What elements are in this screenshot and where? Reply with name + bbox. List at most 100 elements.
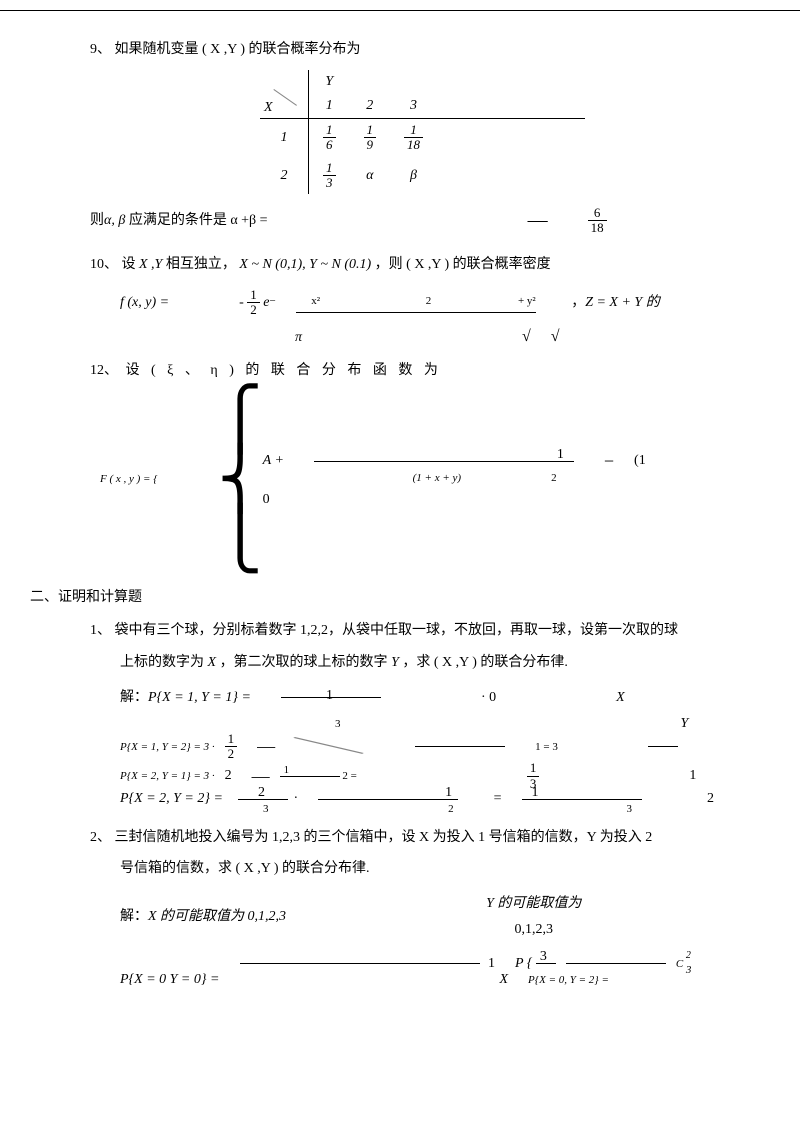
p2-ylabel: Y 的可能取值为 <box>486 891 581 916</box>
p2-xvals: X 的可能取值为 0,1,2,3 <box>148 904 286 929</box>
q10-t2: 相互独立， <box>166 257 236 272</box>
q9-r2: 2 <box>260 157 309 195</box>
p2-sol: 解： <box>120 904 148 929</box>
q9-rowhead: X <box>264 100 273 116</box>
q12-A: A + <box>263 453 284 469</box>
q9-r1c1: 16 <box>323 123 336 153</box>
p2-Pbr: P { <box>515 956 532 972</box>
q12-text: 设 ( ξ 、 η ) 的 联 合 分 布 函 数 为 <box>126 363 442 378</box>
p1-dash1: — <box>257 736 275 757</box>
q12-number: 12、 <box>90 363 118 378</box>
q10-t3: ，则 ( X ,Y ) 的联合概率密度 <box>375 257 551 272</box>
diag-icon-2 <box>295 737 355 757</box>
q9-cond-text: 应满足的条件是 α +β = <box>129 208 268 233</box>
p1-f12a: 12 <box>225 732 238 762</box>
p2-line2: 号信箱的信数，求 ( X ,Y ) 的联合分布律. <box>120 861 370 876</box>
q9-r1: 1 <box>260 119 309 157</box>
sqrt-icon: √ <box>522 323 531 352</box>
p1-Y: Y <box>391 655 399 670</box>
q9-col3: 3 <box>390 94 437 119</box>
p2-Csub: 3 <box>686 964 692 976</box>
q9-cond-prefix: 则 <box>90 208 104 233</box>
p1-sideY: Y <box>681 716 689 732</box>
q9-col1: 1 <box>309 94 350 119</box>
p2-number: 2、 <box>90 830 111 845</box>
p1-n1: 1 <box>326 683 333 708</box>
q9-rhs: 618 <box>588 206 607 236</box>
q9-beta: β <box>390 157 437 195</box>
p1-p12: P{X = 1, Y = 2} = 3 · <box>120 741 215 753</box>
q12-one: 1 <box>557 447 564 463</box>
p2-p02: P{X = 0, Y = 2} = <box>528 974 609 986</box>
p1-number: 1、 <box>90 623 111 638</box>
q10-zxy: Z = X + Y 的 <box>585 290 660 315</box>
p1-sol: 解： <box>120 685 148 710</box>
q10-fxy: f (x, y) = <box>120 290 169 315</box>
q9-r1c2: 19 <box>364 123 377 153</box>
p1-23d: 3 <box>263 803 269 815</box>
p1-12cn: 1 <box>445 785 452 801</box>
q9-Y: Y <box>309 70 350 94</box>
p1-n2: 2 <box>225 768 232 784</box>
q9-alpha: α <box>350 157 391 195</box>
p1-12cd: 2 <box>448 803 454 815</box>
p1-side2: 2 <box>707 791 714 807</box>
p1-p11: P{X = 1, Y = 1} = <box>148 685 251 710</box>
q10-vars: X ,Y <box>139 257 166 272</box>
q9-dash: — <box>528 202 548 238</box>
q10-comma: ， <box>571 290 585 315</box>
brace-icon: ⎧⎨⎩ <box>218 389 263 569</box>
p1-line1: 袋中有三个球，分别标着数字 1,2,2，从袋中任取一球，不放回，再取一球，设第一… <box>115 623 679 638</box>
p2-line1: 三封信随机地投入编号为 1,2,3 的三个信箱中，设 X 为投入 1 号信箱的信… <box>115 830 653 845</box>
q10-t1: 设 <box>122 257 140 272</box>
p1-side1: 1 <box>689 768 696 784</box>
q9-number: 9、 <box>90 42 111 57</box>
p1-eq13: 1 = 3 <box>535 741 558 753</box>
p2-C: C <box>676 958 683 970</box>
sqrt-icon-2: √ <box>551 323 560 352</box>
p1-dot0: · 0 <box>481 685 496 710</box>
p1-p21: P{X = 2, Y = 1} = 3 · <box>120 770 215 782</box>
q10-pi: π <box>295 325 302 350</box>
p1-13cn: 1 <box>532 785 539 801</box>
q10-dist: X ~ N (0,1), Y ~ N (0.1) <box>239 257 371 272</box>
q12-Fxy: F ( x , y ) = { <box>100 473 158 485</box>
q9-text: 如果随机变量 ( X ,Y ) 的联合概率分布为 <box>115 42 361 57</box>
q9-col2: 2 <box>350 94 391 119</box>
q9-r1c3: 118 <box>404 123 423 153</box>
q9-table: X Y 1 2 3 1 16 19 118 2 1 <box>260 70 585 194</box>
q12-denom: (1 + x + y) <box>413 472 461 484</box>
p1-sideX: X <box>616 685 625 710</box>
p2-p00: P{X = 0 Y = 0} = <box>120 972 219 988</box>
p1-dot: · <box>293 791 298 807</box>
p1-1b: 1 <box>284 764 290 776</box>
p1-13cd: 3 <box>627 803 633 815</box>
p1-l2c: ，求 ( X ,Y ) 的联合分布律. <box>402 655 568 670</box>
section-2-title: 二、证明和计算题 <box>30 585 760 610</box>
q10-expminus: − <box>269 292 275 312</box>
q12-sq: 2 <box>551 472 557 484</box>
q10-half: 12 <box>247 288 260 318</box>
p2-Csup: 2 <box>686 950 691 961</box>
p1-p22: P{X = 2, Y = 2} = <box>120 791 223 807</box>
p2-Xbr: X <box>499 972 508 988</box>
p1-l2a: 上标的数字为 <box>120 655 208 670</box>
q12-paren: (1 <box>634 453 646 469</box>
q12-minus: − <box>604 451 614 472</box>
p1-d3: 3 <box>335 718 341 730</box>
q10-neg: - <box>239 290 244 315</box>
p1-2eq: 2 <box>342 770 348 782</box>
q10-number: 10、 <box>90 257 118 272</box>
p2-one: 1 <box>488 956 495 972</box>
q10-expplus: + y² <box>336 292 536 313</box>
p2-yvals: 0,1,2,3 <box>486 917 581 942</box>
p1-eq: = <box>494 791 502 807</box>
q9-r2c1: 13 <box>323 161 336 191</box>
q9-cond-vars: α, β <box>104 208 125 233</box>
diag-icon <box>274 89 294 109</box>
q12-zero: 0 <box>263 492 270 508</box>
p1-l2b: ，第二次取的球上标的数字 <box>220 655 392 670</box>
p1-23n: 2 <box>258 785 265 801</box>
q10-expnum: x² <box>296 292 336 313</box>
p1-X: X <box>208 655 217 670</box>
